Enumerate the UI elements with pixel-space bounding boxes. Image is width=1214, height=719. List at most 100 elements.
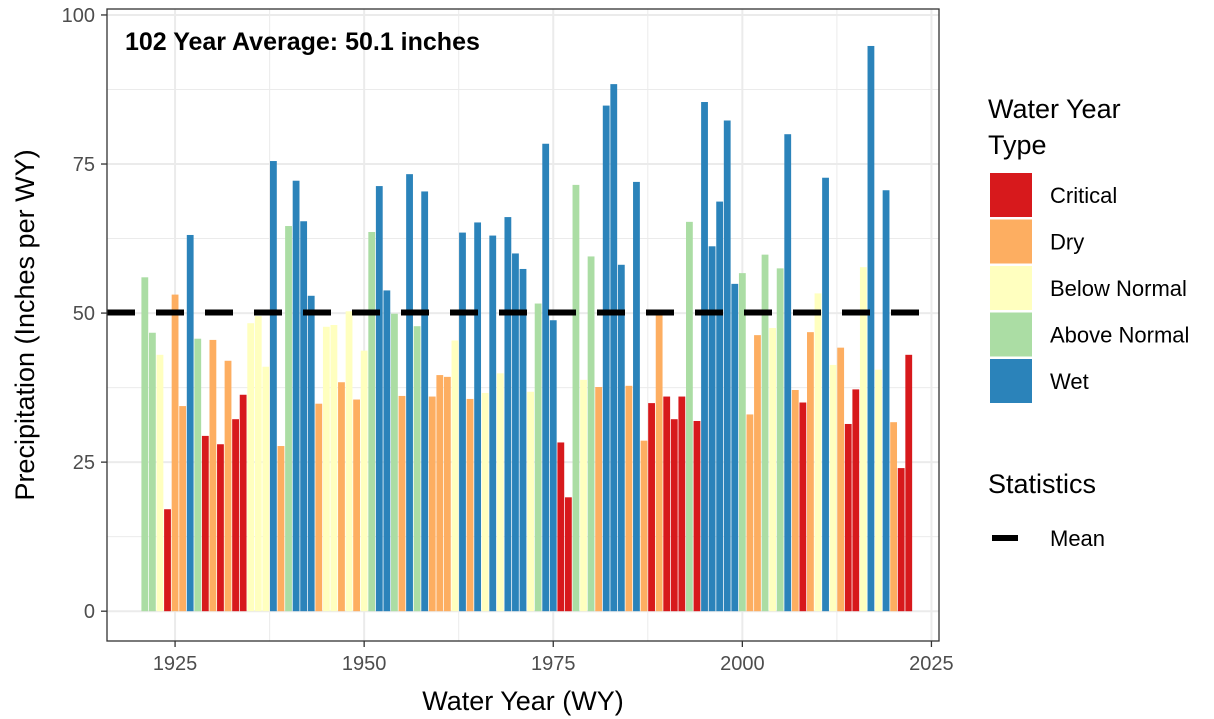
x-tick-label: 2025 [909,653,954,675]
bar [383,290,391,612]
bar [640,440,648,612]
bar [262,366,270,612]
bar [814,293,822,612]
bar [587,256,595,612]
bar [580,379,587,612]
bar [738,273,746,612]
bar [398,395,406,612]
y-tick-label: 75 [73,154,95,176]
bar [277,446,285,612]
bar [413,326,421,612]
bar [224,360,232,612]
bar [731,283,739,612]
bar [504,217,512,612]
bar [345,311,353,612]
bar [527,391,534,612]
bar [481,392,489,612]
bar [663,396,671,612]
bar [754,335,761,612]
bar [807,332,814,612]
bar [421,191,429,612]
bar [148,332,156,612]
bar [269,161,277,612]
bar [186,234,194,612]
legend-stats-title: Statistics [988,469,1096,499]
bar [292,180,300,612]
legend-key-w [990,359,1032,403]
bar [701,102,708,612]
bar [633,181,640,612]
bar [769,327,777,612]
bar [882,190,890,612]
bar [247,323,255,612]
bar [353,399,361,612]
x-tick-label: 1925 [153,653,198,675]
x-tick-label: 2000 [720,653,765,675]
bar [368,231,376,612]
legend-key-c [990,173,1032,217]
bar [678,396,686,612]
bar [330,325,338,612]
bar [829,364,837,612]
bar [693,420,701,612]
y-axis-ticks: 0 25 50 75 100 [62,5,107,623]
bar [875,369,882,612]
x-tick-label: 1950 [342,653,387,675]
bar [406,174,413,612]
bar [867,45,875,612]
bar [194,338,202,612]
x-axis-title: Water Year (WY) [422,686,624,716]
bar [890,422,898,612]
x-tick-label: 1975 [531,653,576,675]
legend: Water Year Type Critical Dry Below Normal A… [988,94,1189,551]
bar [784,134,792,612]
bar [322,326,330,612]
bar [723,120,731,612]
bar [595,387,603,612]
bar [519,268,527,612]
legend-label: Above Normal [1050,323,1189,348]
bar [496,373,504,612]
bar [164,509,171,612]
bar [179,406,187,612]
bar [542,143,550,612]
bar [534,303,542,612]
bar [459,232,466,612]
bar [844,423,852,612]
bar [300,221,308,612]
bar [338,382,345,612]
bar [428,396,436,612]
bar [443,376,451,612]
x-axis-ticks: 1925 1950 1975 2000 2025 [153,641,954,675]
y-tick-label: 0 [84,601,95,623]
legend-label: Wet [1050,369,1089,394]
bar [232,419,239,612]
y-tick-label: 100 [62,5,95,27]
bar [799,402,807,612]
y-axis-title: Precipitation (Inches per WY) [10,149,40,500]
bars [141,45,913,612]
bar [285,226,292,612]
legend-title-line1: Water Year [988,94,1121,124]
panel-border [106,8,940,642]
y-tick-label: 25 [73,452,95,474]
bar [557,442,565,612]
legend-items: Critical Dry Below Normal Above Normal Wet [990,173,1189,403]
legend-key-bn [990,266,1032,310]
chart-annotation: 102 Year Average: 50.1 inches [125,28,480,56]
bar [648,403,655,612]
y-tick-label: 50 [73,303,95,325]
bar [201,435,209,612]
bar [141,277,149,612]
bar [837,347,845,612]
bar [466,398,474,612]
bar [617,264,625,612]
legend-key-d [990,219,1032,264]
bar [776,268,784,612]
bar [822,177,829,612]
bar [716,201,724,612]
legend-label: Critical [1050,183,1117,208]
bar [761,254,769,612]
bar [171,294,179,612]
